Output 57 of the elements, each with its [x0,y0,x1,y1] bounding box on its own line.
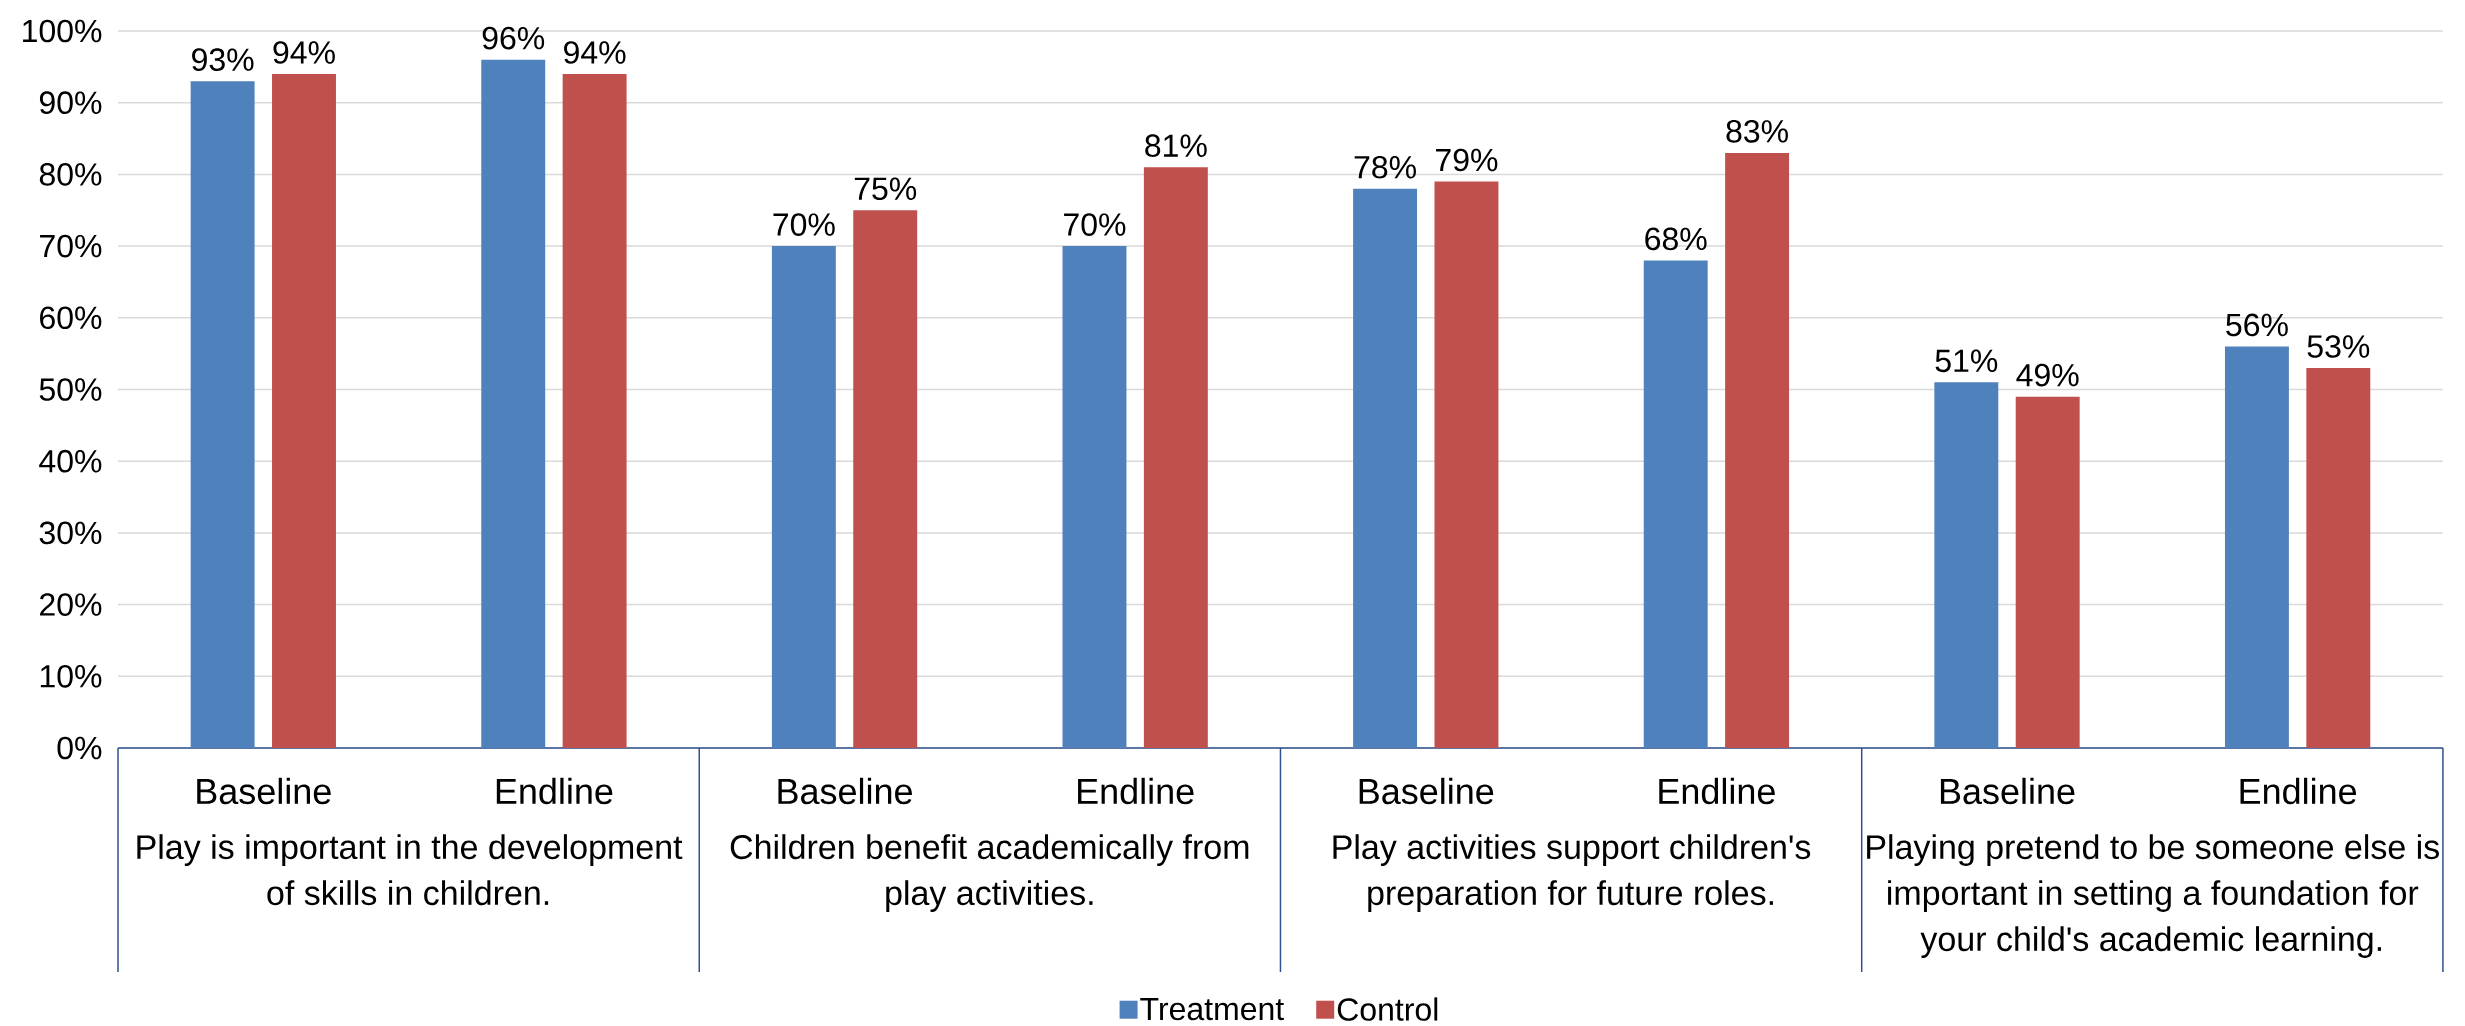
x-tick-label: Baseline [1359,777,1494,805]
data-label: 96% [482,26,545,50]
x-tick-label: Baseline [778,777,912,805]
bar [1434,181,1499,748]
y-tick-label: 90% [39,91,102,115]
y-tick-label: 30% [39,521,102,545]
bar [2224,346,2289,748]
bar [2306,367,2371,748]
bar [1725,152,1790,748]
legend-label: Treatment [1140,997,1284,1021]
text: Children benefit academically from play activities. [730,834,1249,912]
text: Play is important in the development of skills in children. [137,834,683,906]
legend-label: Control [1337,997,1438,1021]
x-tick-label: Baseline [197,777,331,805]
text: Playing pretend to be someone else is important in setting a foundation for your child's academic learning. [1867,834,2439,958]
bar [1934,382,1999,748]
y-tick-label: 50% [39,378,102,401]
data-label: 83% [1726,120,1788,143]
bar [1643,260,1708,748]
data-label: 53% [2307,335,2370,358]
data-label: 70% [773,213,835,236]
bar [1062,246,1127,748]
x-tick-label: Endline [1078,777,1194,805]
data-label: 70% [1064,213,1126,236]
y-tick-label: 70% [40,234,102,258]
data-label: 93% [192,48,254,71]
data-label: 94% [273,41,335,64]
x-tick-label: Endline [2240,777,2357,805]
y-tick-label: 60% [40,306,102,330]
data-label: 49% [2016,363,2079,387]
y-tick-label: 10% [40,664,102,688]
x-tick-label: Baseline [1940,777,2075,805]
data-label: 81% [1145,134,1207,158]
y-tick-label: 80% [39,163,102,186]
bar [853,210,918,748]
x-tick-label: Endline [496,777,613,805]
y-tick-label: 40% [39,449,102,473]
bar [272,74,336,748]
bar [2015,396,2080,748]
bar [481,59,546,748]
data-label: 51% [1935,349,1998,373]
data-label: 94% [564,41,626,64]
bar [562,74,627,748]
data-label: 78% [1354,155,1416,179]
y-tick-label: 20% [40,593,102,616]
data-label: 56% [2226,313,2288,337]
bar [1143,167,1208,748]
data-label: 79% [1436,148,1498,172]
bar [771,246,836,748]
bar [1353,188,1418,748]
data-label: 75% [854,177,917,201]
text: Play activities support children's preparation for future roles. [1333,834,1811,912]
y-tick-label: 0% [57,736,102,760]
bar [190,81,255,748]
x-tick-label: Endline [1659,777,1775,805]
data-label: 68% [1645,227,1707,251]
y-tick-label: 100% [23,19,102,43]
